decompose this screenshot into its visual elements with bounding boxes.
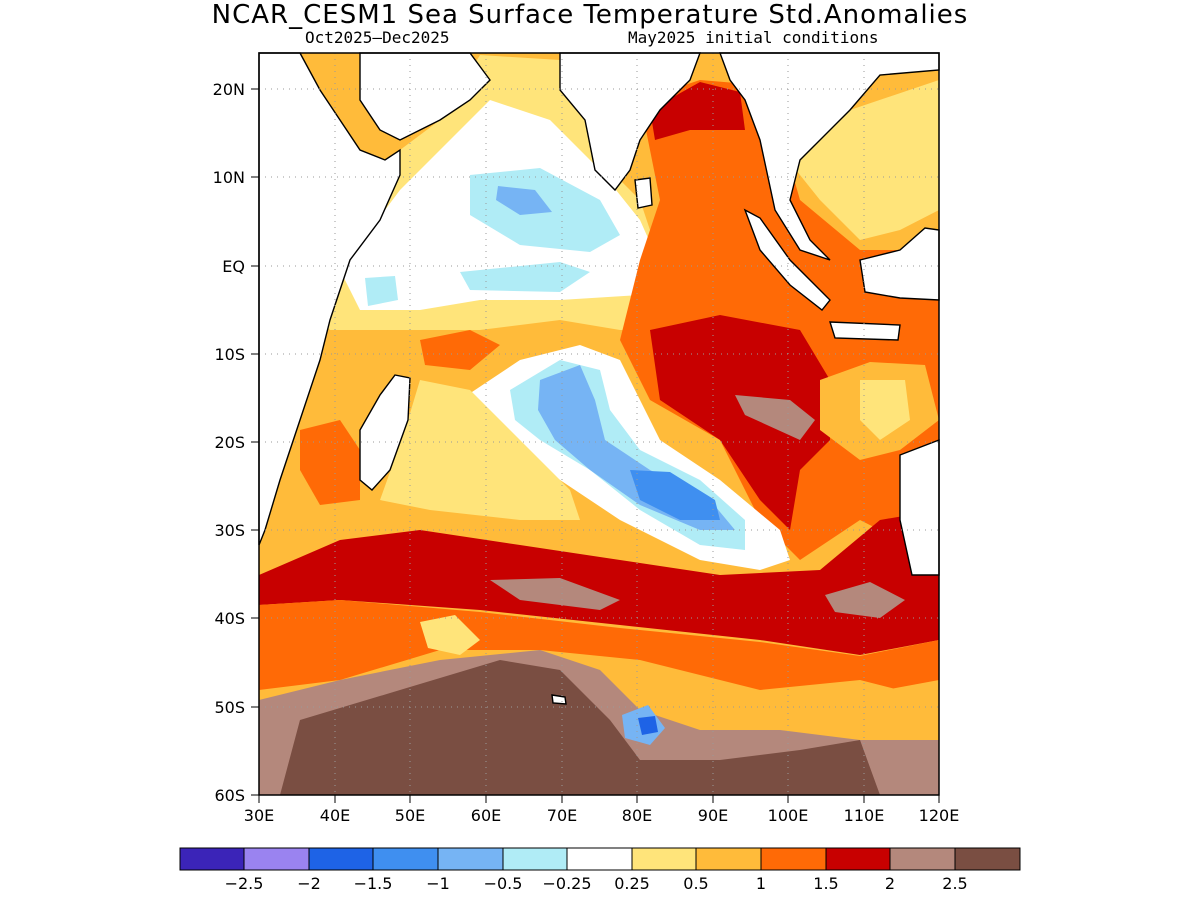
colorbar-swatch — [179, 847, 245, 871]
colorbar-label: −1 — [426, 874, 450, 893]
anomaly-strong-positive-bay-of-bengal — [650, 82, 745, 140]
sumatra-land — [743, 208, 831, 311]
anomaly-weak-positive-southeast — [860, 380, 910, 440]
lat-label: 50S — [214, 698, 245, 717]
anomaly-weak-positive-south-china-sea — [780, 80, 939, 240]
lon-label: 40E — [320, 806, 350, 825]
anomaly-weak-positive-madagascar-east — [380, 380, 580, 520]
colorbar-swatch — [243, 847, 310, 871]
axis-ticks — [251, 88, 940, 803]
lon-label: 70E — [547, 806, 577, 825]
kerguelen-land — [551, 694, 567, 705]
colorbar-swatch — [566, 847, 633, 871]
colorbar-label: 0.25 — [614, 874, 650, 893]
lon-label: 110E — [844, 806, 885, 825]
java-land — [829, 321, 901, 341]
lat-label: EQ — [222, 257, 245, 276]
southeast-asia-land — [718, 52, 940, 261]
anomaly-weak-positive-south-patch — [420, 615, 480, 655]
latitude-labels: 20N 10N EQ 10S 20S 30S 40S 50S 60S — [213, 80, 245, 805]
lat-label: 40S — [214, 609, 245, 628]
colorbar-label: −2.5 — [225, 874, 264, 893]
anomaly-negative-tongue-core — [630, 470, 720, 520]
lat-label: 30S — [214, 521, 245, 540]
anomaly-strong-positive-east — [650, 315, 830, 530]
colorbar-label: 2 — [885, 874, 895, 893]
initial-conditions: May2025 initial conditions — [628, 28, 879, 47]
lon-label: 100E — [768, 806, 809, 825]
colorbar-label: −2 — [297, 874, 321, 893]
lat-label: 10S — [214, 345, 245, 364]
anomaly-orange-patch-west — [420, 330, 500, 370]
colorbar-swatch — [372, 847, 439, 871]
colorbar-label: −0.5 — [484, 874, 523, 893]
australia-land — [899, 438, 940, 576]
colorbar-swatch — [695, 847, 762, 871]
colorbar-swatch — [825, 847, 891, 871]
anomaly-negative-west-equatorial — [365, 276, 398, 306]
anomaly-very-strong-east — [735, 395, 815, 440]
lon-label: 120E — [919, 806, 960, 825]
forecast-period: Oct2025–Dec2025 — [305, 28, 450, 47]
land-masses — [258, 52, 940, 705]
anomaly-strong-positive-southern-band — [259, 510, 939, 655]
colorbar-swatch — [760, 847, 827, 871]
lon-label: 60E — [471, 806, 501, 825]
colorbar-swatch — [889, 847, 956, 871]
map-grid — [259, 53, 939, 795]
anomaly-negative-equatorial — [460, 262, 590, 292]
colorbar-label: −0.25 — [542, 874, 591, 893]
map-frame — [258, 52, 940, 796]
longitude-labels: 30E 40E 50E 60E 70E 80E 90E 100E 110E 12… — [244, 806, 960, 825]
anomaly-negative-core-arabian-sea — [496, 186, 552, 215]
anomaly-orange-mozambique — [300, 420, 360, 505]
lon-label: 90E — [698, 806, 728, 825]
colorbar-swatch — [954, 847, 1021, 871]
india-land — [559, 52, 702, 192]
colorbar-swatch — [308, 847, 374, 871]
arabia-land — [359, 52, 491, 141]
madagascar-land — [359, 374, 411, 491]
lon-label: 30E — [244, 806, 274, 825]
anomaly-moderate-positive-southeast-corner — [885, 680, 939, 740]
colorbar — [179, 847, 1021, 871]
anomaly-very-strong-southeast-patch — [825, 582, 905, 618]
lat-label: 20N — [213, 80, 245, 99]
colorbar-label: 0.5 — [683, 874, 708, 893]
anomaly-very-strong-southern-patch — [490, 578, 620, 610]
anomaly-extreme-far-south — [280, 660, 880, 795]
map-title: NCAR_CESM1 Sea Surface Temperature Std.A… — [211, 0, 969, 30]
colorbar-swatch — [631, 847, 697, 871]
sri-lanka-land — [634, 177, 653, 209]
lat-label: 10N — [213, 168, 245, 187]
lon-label: 50E — [395, 806, 425, 825]
anomaly-strong-negative-kerguelen — [638, 716, 658, 735]
colorbar-label: 1 — [756, 874, 766, 893]
colorbar-labels: −2.5 −2 −1.5 −1 −0.5 −0.25 0.25 0.5 1 1.… — [225, 874, 968, 893]
colorbar-label: 1.5 — [813, 874, 838, 893]
africa-land — [258, 52, 401, 546]
colorbar-swatch — [437, 847, 504, 871]
lat-label: 60S — [214, 786, 245, 805]
colorbar-label: 2.5 — [942, 874, 967, 893]
colorbar-label: −1.5 — [354, 874, 393, 893]
lon-label: 80E — [622, 806, 652, 825]
lat-label: 20S — [214, 433, 245, 452]
colorbar-swatch — [502, 847, 568, 871]
